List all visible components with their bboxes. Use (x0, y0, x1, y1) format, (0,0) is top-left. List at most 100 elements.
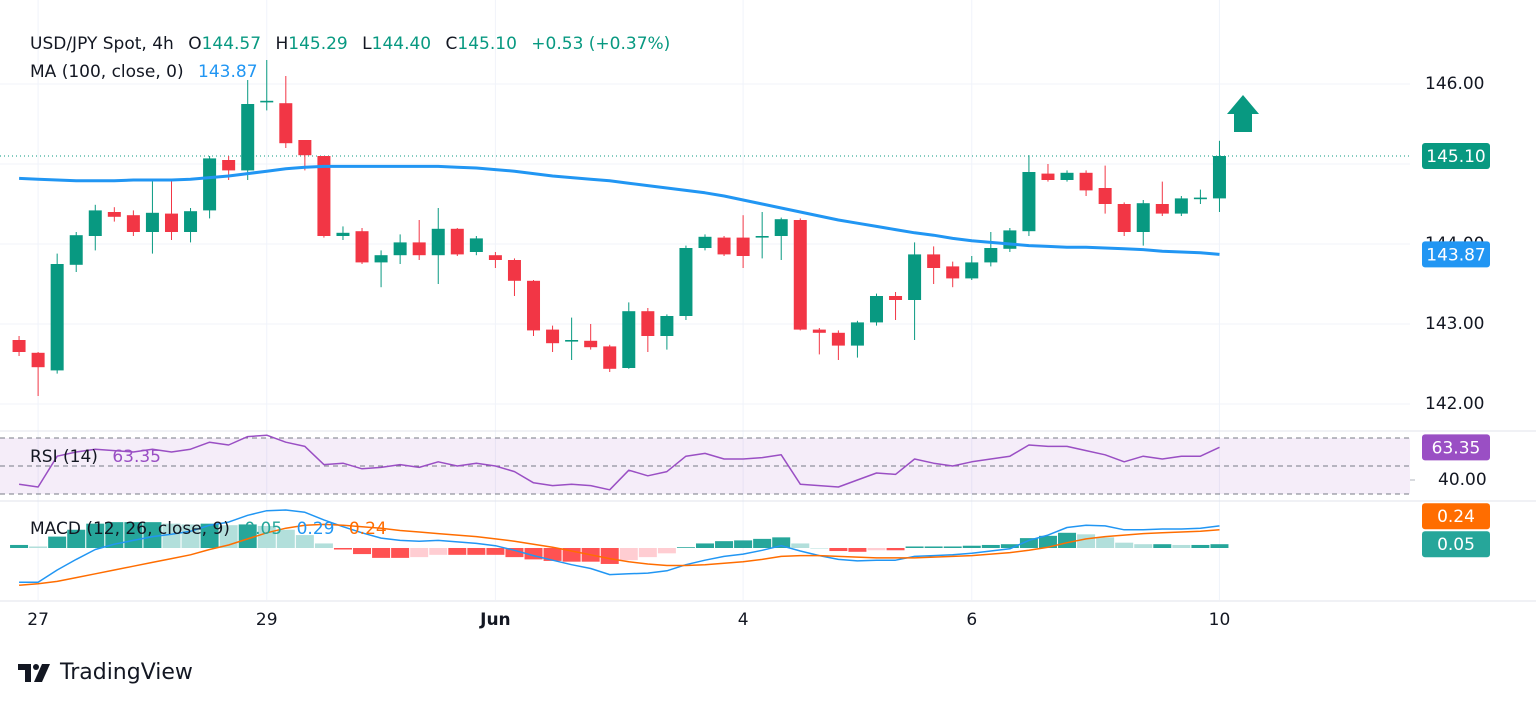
macd-hist-bar (1077, 534, 1096, 548)
candle-body (1003, 230, 1017, 249)
macd-hist-bar (1153, 544, 1172, 548)
candle-body (1022, 172, 1036, 232)
candle-body (393, 242, 407, 256)
x-tick-label: Jun (479, 610, 511, 630)
macd-hist-bar (829, 547, 848, 552)
ma-line (19, 164, 1220, 256)
candle-body (336, 232, 350, 236)
macd-hist-bar (238, 524, 257, 548)
ohlc-value: 144.40 (371, 34, 432, 54)
macd-hist-bar (1000, 544, 1019, 548)
macd-hist-bar (810, 547, 829, 549)
price-change: +0.53 (+0.37%) (531, 34, 671, 54)
candle-body (1155, 204, 1169, 214)
candle-body (1098, 188, 1112, 204)
candle-body (641, 311, 655, 336)
macd-signal-value: 0.24 (348, 519, 387, 539)
rsi-badge-bg (1422, 434, 1490, 461)
up-arrow (1227, 95, 1259, 132)
macd-hist-bar (848, 547, 867, 552)
candle-body (527, 280, 541, 331)
macd-hist-bar (543, 547, 562, 561)
candle-body (1212, 156, 1226, 199)
candle-body (622, 311, 636, 368)
macd-hist-bar (734, 540, 753, 548)
macd-hist-bar (295, 535, 314, 548)
candle-body (374, 255, 388, 263)
candle-body (298, 140, 312, 156)
candle-body (717, 237, 731, 255)
y-tick-label: 142.00 (1425, 394, 1484, 414)
candle-body (812, 329, 826, 333)
candle-body (431, 228, 445, 256)
candle-body (1136, 203, 1150, 232)
candle-body (793, 220, 807, 330)
macd-hist-bar (905, 546, 924, 548)
candle-body (1041, 173, 1055, 180)
candle-body (546, 329, 560, 344)
candle-body (450, 228, 464, 255)
macd-hist-bar (143, 522, 162, 548)
hist-badge-bg (1422, 531, 1490, 558)
chart: 2729Jun4610142.00143.00144.00145.00146.0… (0, 0, 1536, 630)
macd-hist-bar (276, 529, 295, 548)
candle-body (203, 158, 217, 211)
candle-body (679, 248, 693, 316)
macd-hist-bar (676, 547, 695, 548)
macd-hist-bar (981, 544, 1000, 548)
ma-badge: 143.87 (1426, 245, 1485, 265)
candle-body (412, 242, 426, 256)
macd-hist-bar (448, 547, 467, 555)
macd-hist-bar (638, 547, 657, 558)
candle-body (774, 219, 788, 236)
macd-hist-bar (219, 525, 238, 548)
macd-hist-bar (600, 547, 619, 564)
hist-badge: 0.05 (1437, 535, 1475, 555)
macd-hist-bar (867, 547, 886, 551)
candle-body (1060, 172, 1074, 180)
candle-body (584, 340, 598, 348)
candle-body (698, 236, 712, 248)
x-tick-label: 27 (27, 610, 49, 630)
candle-body (927, 254, 941, 268)
candle-body (1193, 197, 1207, 200)
ohlc-value: 144.57 (201, 34, 262, 54)
candle-body (69, 235, 83, 265)
macd-hist-bar (772, 537, 791, 548)
macd-hist-bar (1038, 535, 1057, 548)
macd-hist-bar (715, 541, 734, 548)
macd-line-value: 0.29 (296, 519, 335, 539)
macd-hist-bar (67, 529, 86, 548)
candle-body (317, 156, 331, 236)
candle-body (184, 211, 198, 232)
candle-body (145, 212, 159, 232)
signal-line (19, 523, 1220, 587)
x-tick-label: 6 (966, 610, 977, 630)
macd-hist-bar (1058, 532, 1077, 548)
macd-hist-bar (791, 543, 810, 548)
macd-hist-bar (1210, 544, 1229, 548)
macd-hist-bar (962, 545, 981, 548)
candle-body (755, 236, 769, 238)
macd-legend: MACD (12, 26, close, 9) 0.05 0.29 0.24 (30, 518, 387, 540)
candle-body (126, 215, 140, 232)
macd-hist-bar (1172, 544, 1191, 548)
brand: TradingView (18, 660, 193, 685)
candle-body (279, 103, 293, 144)
candle-body (1174, 198, 1188, 214)
candle-body (164, 213, 178, 232)
macd-hist-bar (429, 547, 448, 555)
ohlc-letter: L (362, 34, 372, 54)
x-tick-label: 4 (738, 610, 749, 630)
macd-name: MACD (12, 26, close, 9) (30, 519, 230, 539)
macd-hist-bar (314, 543, 333, 548)
x-tick-label: 10 (1209, 610, 1231, 630)
signal-badge: 0.24 (1437, 507, 1475, 527)
macd-hist-bar (486, 547, 505, 555)
ohlc-letter: H (275, 34, 289, 54)
macd-hist-bar (105, 522, 124, 548)
macd-hist-bar (619, 547, 638, 561)
macd-line (19, 509, 1220, 583)
candle-body (831, 332, 845, 346)
macd-hist-bar (467, 547, 486, 555)
